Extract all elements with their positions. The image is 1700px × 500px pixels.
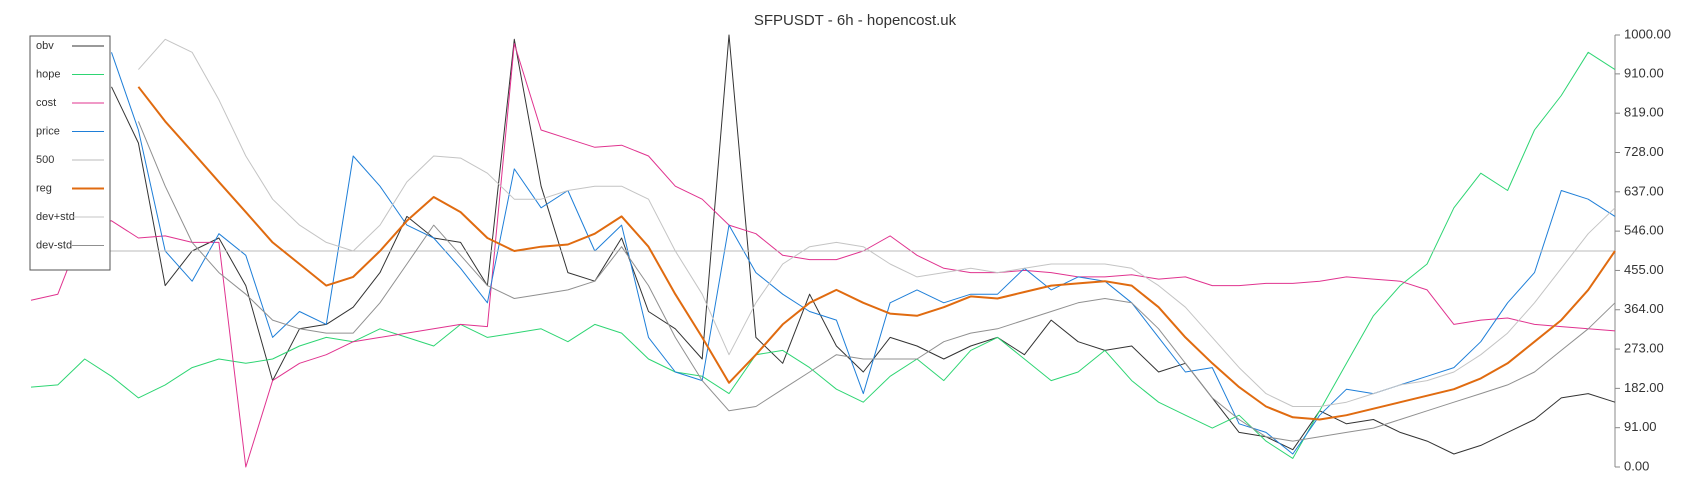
legend-label: dev+std — [36, 211, 75, 223]
legend-label: reg — [36, 182, 52, 194]
series-line — [137, 86, 1616, 421]
series-line — [137, 121, 1616, 442]
series-line — [30, 51, 1616, 459]
legend-label: cost — [36, 97, 56, 109]
legend-label: obv — [36, 40, 54, 52]
legend-label: dev-std — [36, 239, 72, 251]
y-tick-label: 273.00 — [1624, 341, 1664, 356]
series-line — [138, 38, 1616, 407]
y-tick-label: 455.00 — [1624, 262, 1664, 277]
y-tick-label: 728.00 — [1624, 144, 1664, 159]
y-tick-label: 364.00 — [1624, 301, 1664, 316]
y-tick-label: 0.00 — [1624, 458, 1649, 473]
y-tick-label: 819.00 — [1624, 105, 1664, 120]
y-tick-label: 546.00 — [1624, 223, 1664, 238]
chart-title: SFPUSDT - 6h - hopencost.uk — [754, 12, 957, 29]
y-tick-label: 1000.00 — [1624, 26, 1671, 41]
y-tick-label: 91.00 — [1624, 419, 1657, 434]
legend-label: 500 — [36, 154, 54, 166]
y-tick-label: 182.00 — [1624, 380, 1664, 395]
y-tick-label: 910.00 — [1624, 65, 1664, 80]
series-line — [111, 52, 1616, 455]
legend-label: hope — [36, 68, 60, 80]
y-tick-label: 637.00 — [1624, 183, 1664, 198]
legend-label: price — [36, 125, 60, 137]
series-line — [111, 34, 1616, 455]
series-line — [30, 43, 1616, 468]
